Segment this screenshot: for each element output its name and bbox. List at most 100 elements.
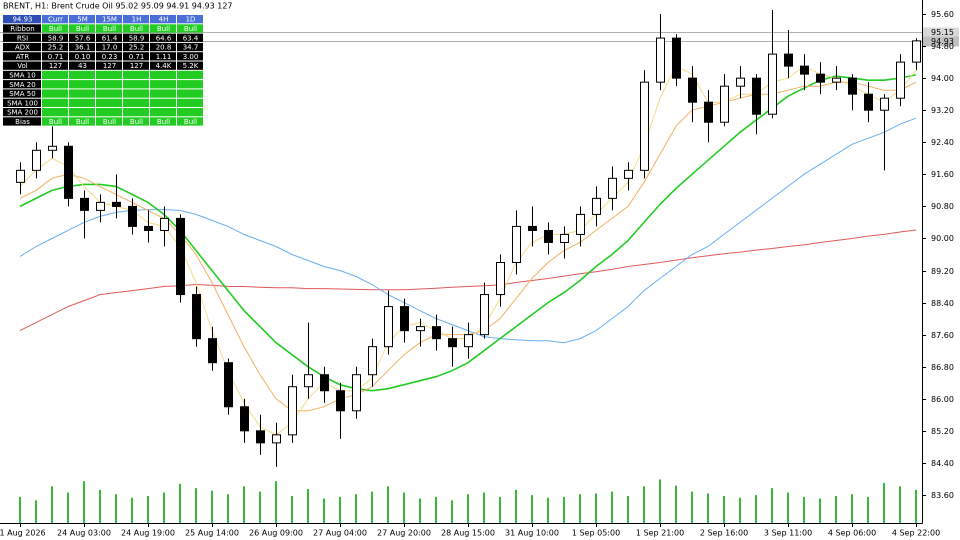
volume-bar bbox=[467, 494, 469, 523]
panel-text: SMA 50 bbox=[9, 90, 35, 98]
volume-bar bbox=[419, 498, 421, 523]
panel-cell bbox=[96, 15, 122, 24]
panel-cell bbox=[150, 33, 176, 42]
x-tick-label: 24 Aug 19:00 bbox=[121, 529, 175, 538]
panel-text: Bias bbox=[15, 118, 30, 126]
panel-text: 1D bbox=[186, 16, 196, 24]
volume-bar bbox=[867, 496, 869, 523]
panel-text: Curr bbox=[48, 16, 63, 24]
candle-body bbox=[752, 77, 761, 115]
panel-text: Bull bbox=[184, 118, 197, 126]
x-tick-label: 24 Aug 03:00 bbox=[57, 529, 111, 538]
volume-bar bbox=[195, 488, 197, 523]
candle-body bbox=[160, 217, 169, 231]
volume-bar bbox=[147, 495, 149, 523]
y-tick-label: 93.20 bbox=[931, 106, 954, 115]
panel-cell bbox=[123, 42, 149, 52]
volume-bar bbox=[755, 495, 757, 523]
candle-body bbox=[480, 294, 489, 336]
candle-body bbox=[784, 53, 793, 67]
candle-body bbox=[704, 101, 713, 123]
candle-body bbox=[336, 390, 345, 412]
panel-text: 20.8 bbox=[156, 44, 172, 52]
volume-bar bbox=[515, 489, 517, 523]
panel-cell bbox=[150, 15, 176, 24]
candle-body bbox=[560, 233, 569, 243]
panel-cell bbox=[150, 70, 176, 80]
volume-bar bbox=[835, 495, 837, 523]
panel-cell bbox=[69, 117, 95, 126]
volume-bar bbox=[643, 486, 645, 523]
volume-bar bbox=[563, 496, 565, 523]
panel-text: 58.9 bbox=[48, 34, 64, 42]
y-tick-label: 94.00 bbox=[931, 74, 954, 83]
volume-bar bbox=[227, 494, 229, 523]
panel-text: 43 bbox=[78, 62, 87, 70]
candle-body bbox=[256, 430, 265, 444]
panel-cell bbox=[42, 15, 68, 24]
panel-text: Bull bbox=[76, 25, 89, 33]
candle-body bbox=[640, 81, 649, 171]
volume-bar bbox=[163, 492, 165, 523]
panel-text: 36.1 bbox=[75, 44, 91, 52]
panel-text: Bull bbox=[76, 118, 89, 126]
volume-bar bbox=[851, 494, 853, 523]
panel-cell bbox=[42, 24, 68, 33]
x-tick-label: 3 Sep 11:00 bbox=[764, 529, 812, 538]
candle-body bbox=[96, 201, 105, 211]
candle-body bbox=[672, 37, 681, 79]
candle-body bbox=[608, 177, 617, 199]
x-tick-label: 1 Sep 21:00 bbox=[636, 529, 684, 538]
panel-cell bbox=[69, 15, 95, 24]
candle-body bbox=[112, 201, 121, 207]
panel-cell bbox=[96, 33, 122, 42]
panel-text: SMA 10 bbox=[9, 71, 35, 79]
volume-bar bbox=[659, 479, 661, 523]
panel-text: 1H bbox=[132, 16, 142, 24]
candle-body bbox=[432, 326, 441, 340]
panel-cell bbox=[150, 117, 176, 126]
panel-text: 64.6 bbox=[156, 34, 172, 42]
panel-cell bbox=[42, 42, 68, 52]
volume-bar bbox=[99, 489, 101, 523]
candle-body bbox=[176, 217, 185, 296]
volume-bar bbox=[739, 497, 741, 523]
candle-body bbox=[64, 145, 73, 199]
y-tick-label: 87.60 bbox=[931, 331, 954, 340]
volume-bar bbox=[51, 486, 53, 523]
panel-text: 127 bbox=[130, 62, 143, 70]
panel-cell bbox=[69, 89, 95, 98]
volume-bar bbox=[291, 495, 293, 523]
x-tick-label: 1 Sep 05:00 bbox=[572, 529, 620, 538]
panel-text: Bull bbox=[130, 25, 143, 33]
panel-cell bbox=[3, 42, 41, 52]
price-label-box bbox=[923, 36, 959, 47]
panel-text: 94.93 bbox=[12, 16, 32, 24]
volume-bar bbox=[451, 500, 453, 523]
panel-text: 15M bbox=[102, 16, 117, 24]
panel-text: 1.11 bbox=[156, 53, 172, 61]
volume-bar bbox=[627, 495, 629, 523]
candle-body bbox=[32, 149, 41, 171]
panel-cell bbox=[177, 15, 203, 24]
panel-text: 4H bbox=[159, 16, 169, 24]
candle-body bbox=[464, 334, 473, 348]
panel-cell bbox=[177, 117, 203, 126]
candle-body bbox=[16, 169, 25, 183]
y-tick-label: 92.40 bbox=[931, 138, 954, 147]
panel-text: Bull bbox=[130, 118, 143, 126]
panel-text: 34.7 bbox=[183, 44, 199, 52]
x-tick-label: 31 Aug 10:00 bbox=[505, 529, 559, 538]
panel-cell bbox=[96, 98, 122, 107]
panel-cell bbox=[123, 108, 149, 117]
panel-cell bbox=[42, 80, 68, 89]
candle-body bbox=[848, 77, 857, 95]
panel-cell bbox=[123, 61, 149, 70]
panel-text: Vol bbox=[17, 62, 28, 70]
panel-text: 0.23 bbox=[102, 53, 118, 61]
panel-text: 5M bbox=[77, 16, 88, 24]
volume-bar bbox=[115, 494, 117, 523]
volume-bar bbox=[243, 486, 245, 523]
panel-text: Bull bbox=[157, 25, 170, 33]
panel-cell bbox=[177, 89, 203, 98]
